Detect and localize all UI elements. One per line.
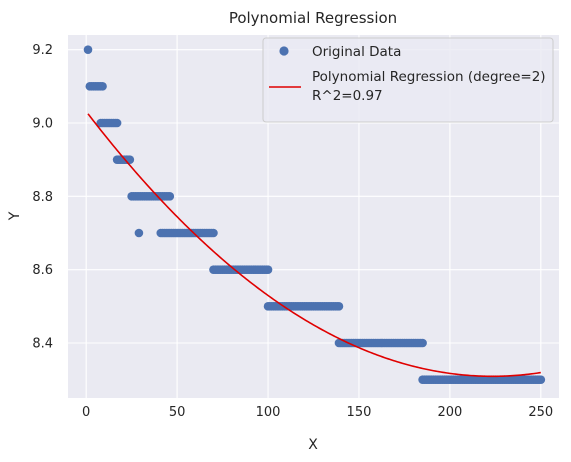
x-tick-labels: 0 50 100 150 200 250 <box>82 405 553 420</box>
data-point <box>536 375 546 384</box>
y-tick-label: 8.8 <box>32 190 53 205</box>
data-point <box>209 228 218 238</box>
y-tick-label: 9.2 <box>32 43 53 58</box>
x-tick-label: 150 <box>347 405 372 420</box>
data-point <box>334 302 344 311</box>
data-point <box>83 45 93 54</box>
x-tick-label: 200 <box>437 405 462 420</box>
legend-label-regression: Polynomial Regression (degree=2) <box>312 69 546 85</box>
data-point <box>263 265 273 274</box>
regression-line <box>87 113 541 378</box>
legend: Original Data Polynomial Regression (deg… <box>262 37 554 123</box>
chart-title: Polynomial Regression <box>229 9 397 27</box>
data-point <box>112 118 122 128</box>
y-tick-label: 8.6 <box>32 263 53 278</box>
legend-label-r-squared: R^2=0.97 <box>312 88 383 104</box>
legend-label-original-data: Original Data <box>312 44 401 60</box>
x-axis-label: X <box>308 437 318 453</box>
data-point <box>165 192 175 201</box>
x-tick-label: 50 <box>169 405 186 420</box>
data-point <box>418 338 427 348</box>
y-axis-label: Y <box>7 211 23 221</box>
y-tick-labels: 8.4 8.6 8.8 9.0 9.2 <box>32 43 53 351</box>
y-tick-label: 8.4 <box>32 337 53 352</box>
y-tick-label: 9.0 <box>32 117 53 132</box>
legend-box <box>262 37 554 123</box>
x-tick-label: 0 <box>82 405 90 420</box>
x-tick-label: 250 <box>528 405 553 420</box>
x-tick-label: 100 <box>256 405 281 420</box>
data-point <box>134 228 144 238</box>
original-data-points <box>83 45 546 384</box>
legend-marker-original-data <box>279 46 289 56</box>
data-point <box>98 82 107 91</box>
